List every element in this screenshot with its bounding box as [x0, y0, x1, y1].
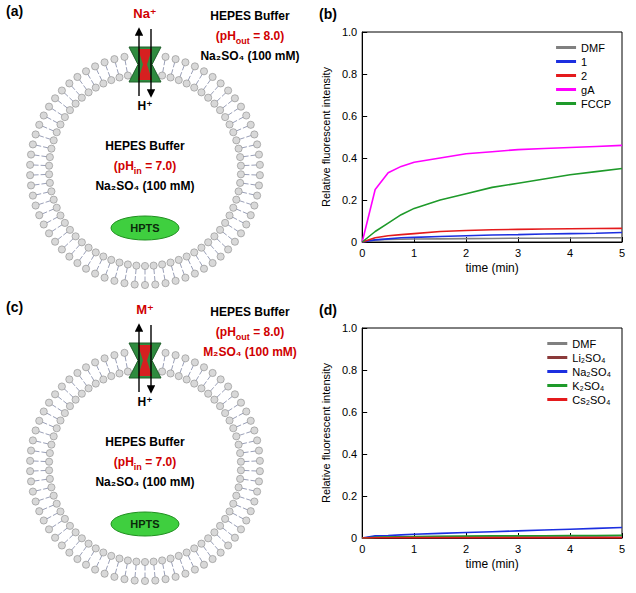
svg-text:0: 0	[351, 236, 357, 248]
svg-text:0.8: 0.8	[342, 364, 357, 376]
svg-text:Relative fluorescent intensity: Relative fluorescent intensity	[320, 66, 332, 207]
svg-text:0: 0	[351, 532, 357, 544]
svg-text:1: 1	[411, 247, 417, 259]
svg-text:HEPES Buffer: HEPES Buffer	[210, 9, 290, 23]
svg-text:(b): (b)	[319, 6, 337, 22]
svg-text:HPTS: HPTS	[130, 222, 159, 234]
svg-text:Na⁺: Na⁺	[133, 6, 156, 21]
svg-text:5: 5	[619, 543, 625, 555]
svg-text:2: 2	[581, 70, 587, 82]
svg-text:4: 4	[567, 543, 573, 555]
svg-text:1.0: 1.0	[342, 26, 357, 38]
svg-text:0: 0	[359, 247, 365, 259]
svg-text:0.2: 0.2	[342, 194, 357, 206]
svg-text:3: 3	[515, 247, 521, 259]
svg-text:(a): (a)	[6, 3, 23, 19]
svg-text:(pHin = 7.0): (pHin = 7.0)	[114, 455, 176, 472]
svg-text:1: 1	[411, 543, 417, 555]
svg-text:0.2: 0.2	[342, 490, 357, 502]
svg-text:2: 2	[463, 247, 469, 259]
svg-text:HEPES Buffer: HEPES Buffer	[210, 305, 290, 319]
svg-text:0.4: 0.4	[342, 448, 357, 460]
svg-text:2: 2	[463, 543, 469, 555]
svg-text:Na₂SO₄: Na₂SO₄	[572, 366, 611, 378]
svg-text:DMF: DMF	[581, 42, 605, 54]
svg-text:3: 3	[515, 543, 521, 555]
svg-text:M₂SO₄ (100 mM): M₂SO₄ (100 mM)	[203, 345, 297, 359]
svg-text:0.8: 0.8	[342, 68, 357, 80]
svg-text:(pHout = 8.0): (pHout = 8.0)	[216, 29, 284, 46]
svg-text:gA: gA	[581, 84, 595, 96]
svg-text:K₂SO₄: K₂SO₄	[572, 380, 605, 392]
svg-text:HEPES Buffer: HEPES Buffer	[105, 435, 185, 449]
svg-text:FCCP: FCCP	[581, 98, 611, 110]
svg-text:Relative fluorescent intensity: Relative fluorescent intensity	[320, 362, 332, 503]
svg-text:(c): (c)	[6, 299, 23, 315]
svg-text:Na₂SO₄ (100 mM): Na₂SO₄ (100 mM)	[95, 475, 194, 489]
svg-text:5: 5	[619, 247, 625, 259]
svg-text:(pHout = 8.0): (pHout = 8.0)	[216, 325, 284, 342]
svg-text:DMF: DMF	[572, 338, 596, 350]
svg-text:time (min): time (min)	[465, 557, 518, 571]
svg-text:Li₂SO₄: Li₂SO₄	[572, 352, 606, 364]
svg-text:(d): (d)	[319, 302, 337, 318]
svg-text:M⁺: M⁺	[136, 302, 154, 317]
svg-text:H⁺: H⁺	[138, 395, 153, 409]
svg-text:Cs₂SO₄: Cs₂SO₄	[572, 394, 611, 406]
svg-text:1: 1	[581, 56, 587, 68]
svg-text:0.6: 0.6	[342, 406, 357, 418]
svg-text:Na₂SO₄ (100 mM): Na₂SO₄ (100 mM)	[200, 49, 299, 63]
svg-text:0.4: 0.4	[342, 152, 357, 164]
svg-text:H⁺: H⁺	[138, 99, 153, 113]
svg-text:time (min): time (min)	[465, 261, 518, 275]
svg-text:HEPES Buffer: HEPES Buffer	[105, 139, 185, 153]
svg-text:(pHin = 7.0): (pHin = 7.0)	[114, 159, 176, 176]
svg-text:0.6: 0.6	[342, 110, 357, 122]
svg-text:Na₂SO₄ (100 mM): Na₂SO₄ (100 mM)	[95, 179, 194, 193]
svg-text:HPTS: HPTS	[130, 518, 159, 530]
svg-text:4: 4	[567, 247, 573, 259]
svg-text:1.0: 1.0	[342, 322, 357, 334]
svg-text:0: 0	[359, 543, 365, 555]
